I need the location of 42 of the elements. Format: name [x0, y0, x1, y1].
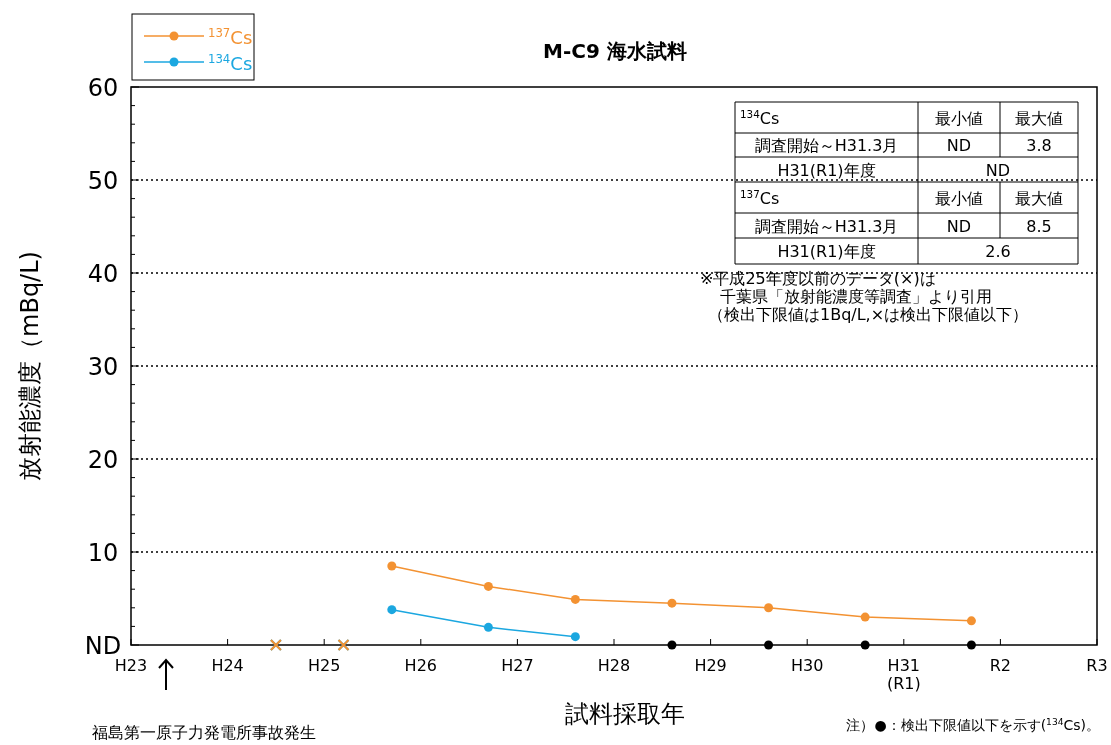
- annotation: 千葉県「放射能濃度等調査」より引用: [720, 287, 992, 306]
- annotation: 最大値: [1015, 188, 1063, 208]
- x-axis-title: 試料採取年: [565, 700, 685, 728]
- x-tick-label: H27: [501, 656, 534, 675]
- chart-title: M-C9 海水試料: [543, 39, 687, 63]
- x-tick-label: R3: [1086, 656, 1108, 675]
- text: 注）●：検出下限値以下を示す($^{134}$Cs)。: [846, 717, 1100, 733]
- annotation: （検出下限値は1Bq/L,×は検出下限値以下）: [708, 305, 1029, 324]
- legend-label: $^{137}$Cs: [208, 26, 253, 48]
- annotation: ND: [985, 160, 1011, 180]
- x-tick-label: H26: [404, 656, 437, 675]
- annotation: 3.8: [1026, 136, 1052, 155]
- y-tick-label: 30: [87, 353, 119, 381]
- y-tick-label: 10: [87, 539, 119, 567]
- x-tick-label: H31 (R1): [886, 656, 921, 693]
- annotation: H31(R1)年度: [777, 242, 876, 261]
- annotation: 最小値: [935, 188, 983, 208]
- annotation: ND: [946, 136, 972, 155]
- annotation: $^{134}$Cs: [740, 107, 780, 128]
- legend-label: $^{134}$Cs: [208, 52, 253, 74]
- annotation: 最大値: [1015, 108, 1063, 128]
- x-tick-label: R2: [989, 656, 1012, 675]
- y-tick-label: 60: [87, 74, 119, 102]
- annotation: ※平成25年度以前のデータ(×)は: [700, 269, 936, 288]
- annotation: $^{137}$Cs: [740, 187, 780, 208]
- y-tick-label: 50: [87, 167, 119, 195]
- annotation: 最小値: [935, 108, 983, 128]
- y-tick-label: 40: [87, 260, 119, 288]
- x-tick-label: H24: [211, 656, 244, 675]
- x-tick-label: H30: [791, 656, 824, 675]
- annotation: 調査開始～H31.3月: [754, 216, 899, 236]
- x-tick-label: H25: [308, 656, 341, 675]
- x-tick-label: H28: [597, 656, 631, 675]
- annotation: 2.6: [985, 242, 1011, 261]
- x-tick-label: H29: [694, 656, 727, 675]
- annotation: ND: [946, 216, 972, 236]
- annotation: 8.5: [1026, 216, 1052, 236]
- annotation: H31(R1)年度: [777, 160, 876, 180]
- text: 福島第一原子力発電所事故発生: [92, 723, 316, 742]
- annotation: 調査開始～H31.3月: [754, 136, 899, 155]
- y-axis-title: 放射能濃度（mBq/L): [16, 251, 44, 481]
- y-tick-label: 20: [87, 446, 119, 474]
